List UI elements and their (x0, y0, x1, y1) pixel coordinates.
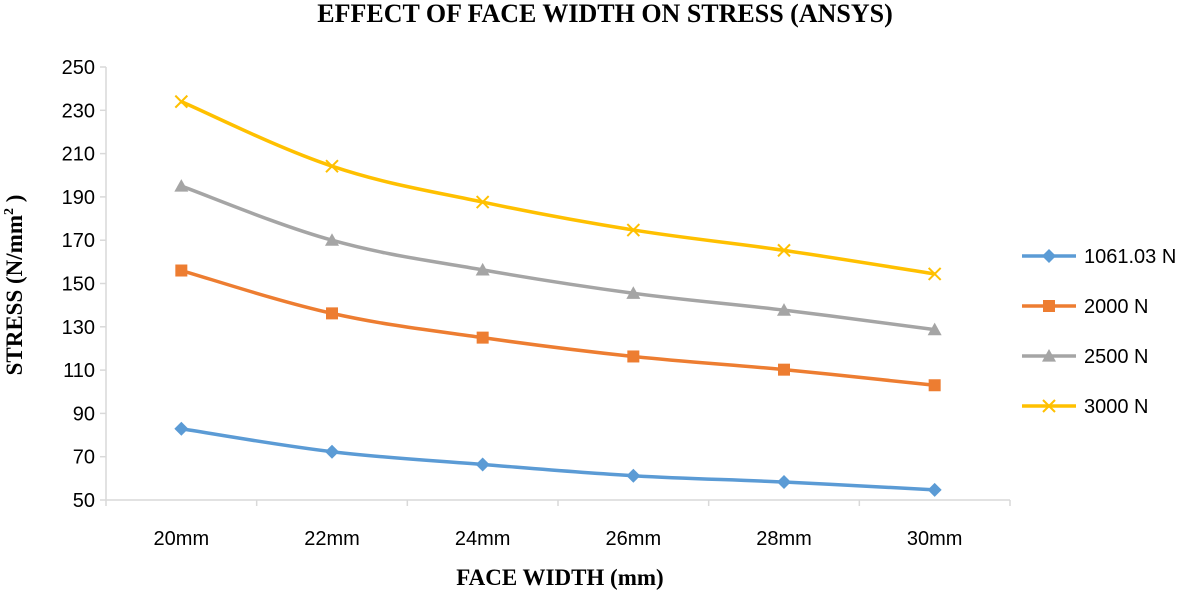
y-tick-label: 170 (62, 230, 95, 252)
y-tick-label: 230 (62, 100, 95, 122)
series-line (180, 268, 935, 387)
y-axis-title-tail: ) (2, 195, 27, 208)
data-point (627, 350, 640, 363)
legend-item: 1061.03 N (1022, 246, 1176, 268)
data-point (777, 475, 791, 490)
x-tick-label: 26mm (606, 528, 662, 550)
series-line (181, 427, 935, 492)
y-tick-label: 130 (62, 317, 95, 339)
series-line (180, 100, 935, 276)
x-tick-label: 22mm (304, 528, 360, 550)
data-point (174, 421, 189, 436)
y-tick-label: 90 (73, 403, 95, 425)
data-point (927, 482, 942, 497)
data-point (778, 363, 790, 376)
legend-marker (1042, 249, 1056, 263)
data-point (325, 233, 339, 246)
y-tick-label: 190 (62, 187, 95, 209)
x-tick-label: 24mm (455, 528, 511, 550)
y-axis-title-superscript: 2 (2, 208, 17, 215)
legend-item: 2000 N (1022, 296, 1149, 318)
legend-marker (1042, 349, 1056, 362)
data-point (325, 159, 339, 173)
y-axis-title: STRESS (N/mm2 ) (2, 195, 27, 376)
data-point (175, 264, 188, 277)
data-point (475, 457, 490, 472)
y-tick-label: 70 (73, 447, 95, 469)
legend: 1061.03 N 2000 N 2500 N 3000 N (1022, 246, 1176, 418)
legend-item: 3000 N (1022, 396, 1149, 418)
legend-label: 2000 N (1084, 296, 1149, 318)
svg-text:STRESS (N/mm2 ): STRESS (N/mm2 ) (2, 195, 27, 376)
data-point (326, 307, 338, 320)
series-2 (175, 264, 941, 392)
data-point (626, 468, 641, 483)
x-tick-label: 30mm (907, 528, 963, 550)
data-point (475, 195, 490, 209)
data-point (777, 303, 791, 316)
data-point (927, 267, 942, 281)
legend-marker (1042, 399, 1056, 413)
data-point (626, 223, 641, 237)
data-point (476, 331, 489, 344)
y-tick-labels: 50 70 90 110 130 150 170 190 210 230 250 (62, 57, 106, 512)
data-point (174, 179, 189, 192)
legend-item: 2500 N (1022, 346, 1149, 368)
x-tick-label: 28mm (756, 528, 812, 550)
x-tick-label: 20mm (154, 528, 210, 550)
series-3 (174, 179, 942, 336)
x-tick-labels: 20mm 22mm 24mm 26mm 28mm 30mm (105, 500, 1011, 550)
data-point (626, 286, 641, 299)
legend-label: 3000 N (1084, 396, 1149, 418)
data-point (928, 379, 941, 392)
legend-label: 1061.03 N (1084, 246, 1176, 268)
chart-title: EFFECT OF FACE WIDTH ON STRESS (ANSYS) (317, 0, 892, 28)
series-4 (174, 94, 942, 281)
data-point (174, 94, 189, 109)
legend-marker (1043, 300, 1055, 312)
data-point (777, 243, 791, 258)
series-line (180, 184, 935, 332)
data-point (325, 444, 339, 459)
y-tick-label: 210 (62, 144, 95, 166)
series-1 (174, 421, 942, 497)
y-tick-label: 110 (63, 360, 95, 382)
y-tick-label: 150 (62, 274, 95, 296)
data-point (475, 262, 490, 276)
y-tick-label: 250 (62, 57, 95, 79)
data-point (927, 322, 942, 336)
series-lines (174, 94, 942, 497)
y-axis-title-main: STRESS (N/mm (2, 215, 27, 375)
y-tick-label: 50 (73, 490, 95, 512)
x-axis-title: FACE WIDTH (mm) (456, 565, 663, 590)
legend-label: 2500 N (1084, 346, 1149, 368)
